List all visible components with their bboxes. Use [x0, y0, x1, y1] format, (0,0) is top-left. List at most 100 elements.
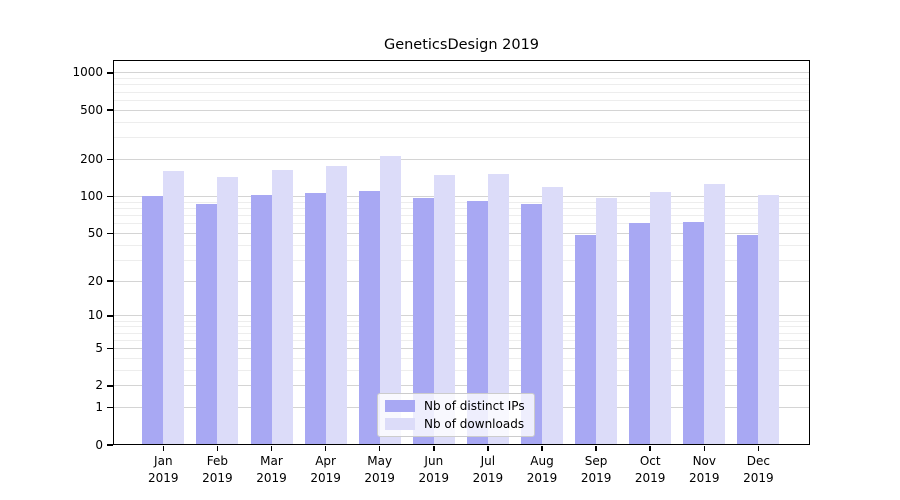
x-tick-mark-may: [378, 446, 381, 451]
y-tick-mark-20: [107, 280, 113, 282]
gridline-300: [113, 137, 810, 139]
bar-downloads-mar: [271, 170, 293, 445]
x-tick-mark-oct: [649, 446, 651, 451]
gridline-40: [113, 244, 810, 246]
gridline-3: [113, 369, 810, 371]
plot-area: Nb of distinct IPs Nb of downloads: [113, 60, 810, 445]
gridline-100: [113, 195, 810, 197]
x-tick-label-dec: Dec 2019: [730, 453, 786, 487]
legend-item-downloads: Nb of downloads: [385, 417, 525, 431]
bar-distinct-ips-nov: [683, 221, 705, 445]
y-tick-label-2: 2: [95, 378, 103, 393]
x-label-year: 2019: [418, 471, 450, 485]
x-tick-mark-jun: [433, 446, 435, 451]
gridline-30: [113, 259, 810, 261]
x-tick-mark-jul: [487, 446, 489, 451]
y-tick-mark-0: [107, 444, 113, 446]
y-tick-label-200: 200: [80, 151, 103, 166]
x-tick-label-jun: Jun 2019: [406, 453, 462, 487]
x-label-month: Jul: [480, 454, 496, 468]
x-label-month: Nov: [692, 454, 716, 468]
x-label-year: 2019: [689, 471, 720, 485]
y-tick-label-20: 20: [87, 273, 103, 288]
bar-downloads-nov: [704, 184, 726, 445]
x-tick-label-aug: Aug 2019: [514, 453, 570, 487]
y-tick-label-5: 5: [95, 341, 103, 355]
bar-distinct-ips-feb: [196, 204, 218, 445]
y-tick-mark-1: [107, 406, 113, 409]
bar-downloads-dec: [758, 195, 780, 445]
gridline-4: [113, 357, 810, 359]
gridline-50: [113, 232, 810, 234]
gridline-60: [113, 223, 810, 225]
x-tick-label-apr: Apr 2019: [298, 453, 354, 487]
legend-label-distinct-ips: Nb of distinct IPs: [424, 399, 525, 413]
x-label-year: 2019: [526, 471, 558, 485]
gridline-2: [113, 385, 810, 387]
x-tick-label-mar: Mar 2019: [244, 453, 300, 487]
x-tick-label-jan: Jan 2019: [135, 453, 191, 487]
x-label-year: 2019: [310, 471, 341, 485]
y-tick-label-50: 50: [87, 225, 103, 240]
gridline-8: [113, 326, 810, 328]
legend: Nb of distinct IPs Nb of downloads: [377, 393, 535, 437]
gridline-80: [113, 207, 810, 209]
gridline-70: [113, 214, 810, 216]
y-tick-mark-5: [107, 347, 113, 350]
bar-downloads-apr: [325, 165, 347, 445]
x-tick-mark-jan: [162, 446, 165, 451]
x-tick-mark-apr: [324, 446, 327, 451]
bar-downloads-jun: [433, 174, 455, 445]
x-label-year: 2019: [743, 471, 774, 485]
y-tick-label-10: 10: [87, 308, 103, 323]
legend-swatch-distinct-ips: [385, 400, 415, 412]
bar-distinct-ips-sep: [575, 235, 597, 445]
bar-downloads-aug: [542, 186, 563, 445]
x-tick-mark-dec: [757, 446, 760, 451]
x-tick-mark-sep: [595, 446, 597, 451]
x-tick-label-jul: Jul 2019: [460, 453, 516, 487]
bar-downloads-sep: [596, 198, 618, 445]
legend-swatch-downloads: [385, 418, 415, 430]
x-tick-label-may: May 2019: [352, 453, 408, 487]
x-label-year: 2019: [202, 471, 233, 485]
x-label-month: Apr: [315, 454, 336, 468]
x-tick-label-feb: Feb 2019: [189, 453, 245, 487]
bar-distinct-ips-jan: [142, 195, 164, 445]
legend-label-downloads: Nb of downloads: [424, 417, 525, 431]
x-label-month: Dec: [746, 454, 770, 468]
y-tick-mark-100: [107, 195, 113, 198]
x-tick-label-oct: Oct 2019: [622, 453, 678, 487]
chart-title: GeneticsDesign 2019: [383, 37, 540, 53]
bar-downloads-jan: [163, 171, 185, 445]
y-tick-label-1000: 1000: [72, 65, 103, 80]
x-label-month: Oct: [639, 454, 661, 468]
bar-downloads-may: [379, 156, 401, 445]
x-tick-mark-mar: [270, 446, 273, 451]
gridline-10: [113, 315, 810, 317]
bar-distinct-ips-dec: [737, 235, 759, 445]
legend-item-distinct-ips: Nb of distinct IPs: [385, 399, 525, 413]
bar-distinct-ips-apr: [304, 193, 326, 445]
x-label-month: May: [367, 454, 393, 468]
y-tick-label-100: 100: [80, 188, 103, 203]
gridline-500: [113, 109, 810, 111]
x-label-year: 2019: [580, 471, 612, 485]
gridline-800: [113, 84, 810, 86]
bar-downloads-feb: [217, 177, 239, 445]
x-tick-mark-feb: [216, 446, 219, 451]
y-tick-label-0: 0: [95, 437, 103, 452]
y-tick-mark-2: [107, 385, 113, 387]
x-tick-label-nov: Nov 2019: [676, 453, 732, 487]
bar-distinct-ips-mar: [250, 195, 272, 445]
bar-distinct-ips-jun: [412, 198, 434, 445]
x-label-year: 2019: [472, 471, 504, 485]
y-tick-mark-1000: [107, 72, 113, 74]
x-label-month: Jan: [154, 454, 173, 468]
gridline-20: [113, 280, 810, 282]
y-tick-mark-10: [107, 315, 113, 317]
x-label-year: 2019: [148, 471, 179, 485]
y-tick-mark-200: [107, 158, 113, 161]
gridline-700: [113, 91, 810, 93]
gridline-400: [113, 121, 810, 123]
